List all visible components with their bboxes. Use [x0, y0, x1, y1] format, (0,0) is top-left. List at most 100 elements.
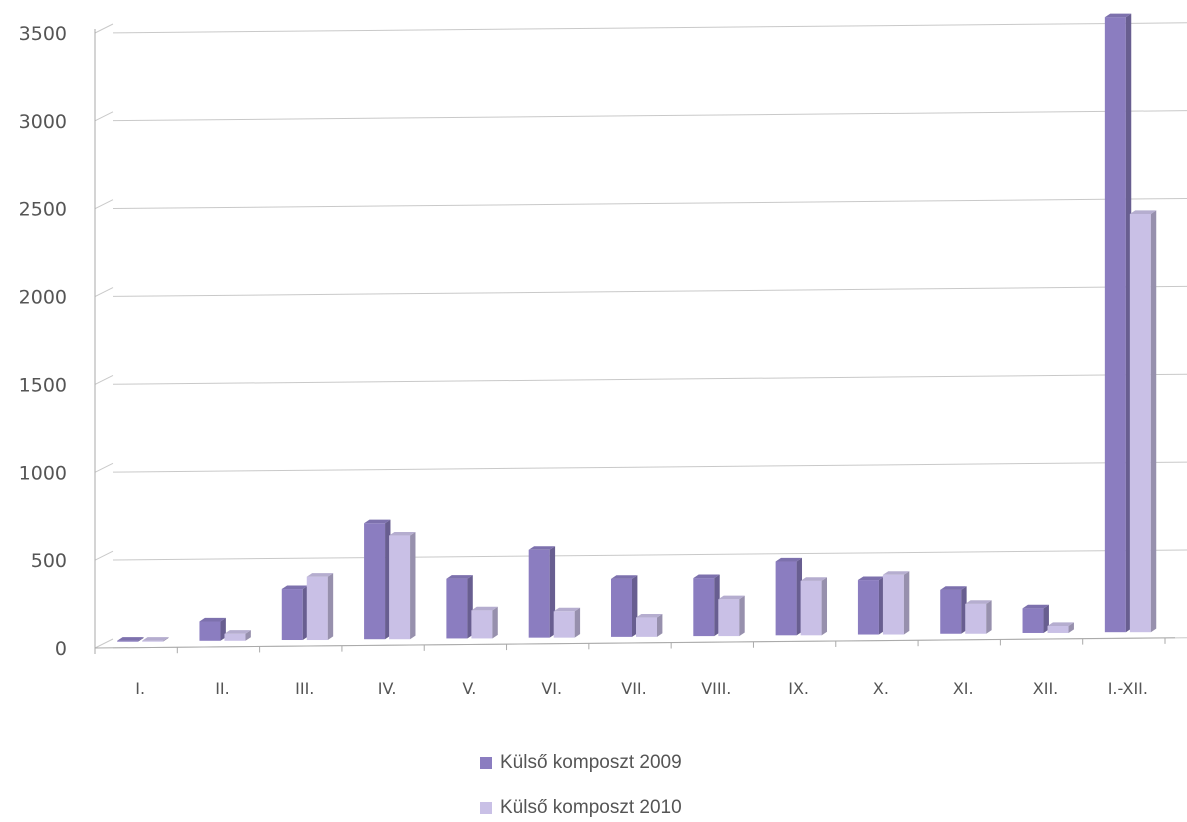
bar-2010 — [636, 617, 657, 637]
y-tick-label: 2000 — [19, 287, 67, 309]
bar-top — [775, 557, 803, 562]
bar-side — [410, 531, 416, 640]
legend-swatch-2010 — [480, 802, 492, 814]
bar-side — [327, 573, 334, 641]
bar-2009 — [857, 580, 879, 635]
bar-top — [800, 577, 828, 581]
x-axis: I. II. III. IV. V. VI. VII. VIII. IX. X. XI. XII. I.… — [94, 637, 1176, 698]
bar-top — [718, 595, 745, 600]
bar-side — [1068, 622, 1074, 633]
legend-label-2010: Külső komposzt 2010 — [500, 797, 682, 818]
bar-top — [1104, 13, 1132, 18]
bar-top — [857, 576, 885, 581]
bar-side — [739, 595, 745, 637]
bar-top — [446, 575, 473, 579]
x-tick-label: VI. — [541, 679, 562, 698]
bar-side — [1150, 210, 1157, 633]
bar-top — [611, 575, 638, 579]
y-tick-label: 3500 — [19, 23, 67, 45]
x-tick-label: XI. — [953, 679, 974, 698]
bar-top — [636, 613, 663, 618]
bar-side — [821, 577, 828, 636]
x-tick-label: VII. — [621, 679, 646, 698]
bar-2010 — [553, 611, 575, 638]
bars — [117, 13, 1157, 642]
bar-top — [199, 617, 226, 622]
bar-2010 — [471, 610, 493, 639]
bar-2010 — [1047, 625, 1069, 633]
bar-top — [1047, 622, 1074, 626]
bar-2009 — [940, 589, 962, 634]
gridline — [112, 22, 1187, 34]
bar-2010 — [306, 576, 328, 641]
bar-side — [986, 600, 992, 634]
bar-side — [903, 571, 910, 635]
bar-top — [306, 573, 334, 577]
gridline-edge — [94, 23, 114, 34]
bar-top — [553, 607, 581, 612]
y-tick-label: 3000 — [19, 111, 67, 133]
bar-2009 — [364, 523, 386, 640]
bar-top — [882, 571, 910, 575]
gridline-edge — [94, 287, 114, 298]
gridline-edge — [94, 111, 114, 122]
gridline — [112, 549, 1187, 561]
gridlines — [94, 22, 1187, 649]
x-tick-label: II. — [215, 679, 230, 698]
legend-item-2010: Külső komposzt 2010 — [480, 797, 682, 819]
bar-2009 — [117, 640, 139, 642]
bar-2010 — [800, 580, 822, 636]
bar-2009 — [1104, 17, 1126, 633]
bar-top — [281, 585, 309, 590]
x-tick-label: VIII. — [701, 679, 731, 698]
bar-2009 — [611, 578, 632, 637]
bar-2009 — [693, 578, 715, 637]
bar-top — [224, 630, 251, 634]
gridline — [112, 461, 1187, 473]
bar-top — [1022, 604, 1049, 609]
legend-swatch-2009 — [480, 757, 492, 769]
bar-2010 — [224, 633, 246, 641]
bar-side — [138, 637, 144, 642]
bar-2009 — [775, 561, 797, 636]
gridline-edge — [94, 550, 114, 561]
bar-side — [492, 606, 498, 639]
y-tick-label: 2500 — [19, 199, 67, 221]
gridline — [112, 110, 1187, 122]
bar-2009 — [281, 589, 303, 641]
x-tick-label: XII. — [1033, 679, 1058, 698]
x-tick-label: V. — [462, 679, 476, 698]
bar-2010 — [965, 603, 987, 634]
bar-2009 — [199, 621, 221, 641]
legend-label-2009: Külső komposzt 2009 — [500, 752, 682, 773]
bar-top — [965, 600, 992, 604]
x-tick-label: IV. — [378, 679, 397, 698]
bar-top — [471, 606, 498, 611]
bar-top — [528, 546, 556, 550]
bar-top — [117, 637, 144, 641]
bar-2009 — [528, 549, 550, 638]
bar-2010 — [142, 640, 164, 642]
bar-top — [389, 531, 416, 536]
bar-top — [142, 637, 169, 641]
y-tick-label: 1500 — [19, 374, 67, 396]
y-tick-label: 0 — [55, 638, 67, 660]
y-axis-ticks: 0 500 1000 1500 2000 2500 3000 3500 — [19, 23, 96, 660]
bar-side — [657, 613, 663, 637]
gridline — [112, 373, 1187, 385]
bar-2010 — [1129, 213, 1151, 633]
bar-top — [940, 586, 967, 590]
y-tick-label: 1000 — [19, 462, 67, 484]
bar-side — [163, 637, 169, 642]
x-tick-label: III. — [295, 679, 314, 698]
bar-2010 — [389, 535, 411, 640]
bar-top — [364, 519, 391, 524]
bar-2010 — [882, 574, 904, 635]
bar-side — [574, 607, 581, 638]
bar-2009 — [1022, 608, 1044, 633]
x-tick-label: I. — [135, 679, 145, 698]
x-tick-label: I.-XII. — [1108, 679, 1148, 698]
x-axis-line — [94, 637, 1176, 649]
bar-2009 — [446, 578, 468, 639]
